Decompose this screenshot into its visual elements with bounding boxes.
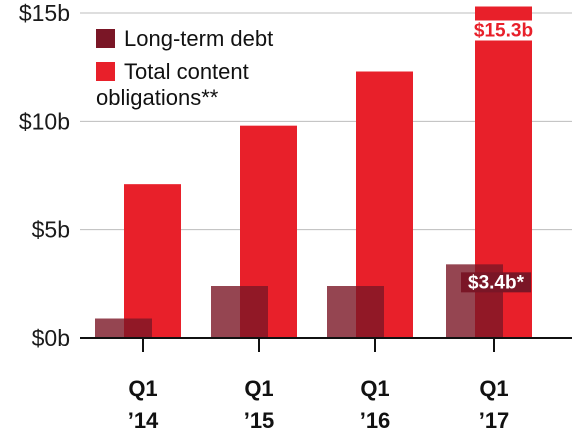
legend-swatch — [96, 29, 115, 48]
x-tick-label-line1: Q1 — [479, 376, 508, 401]
x-tick-label-line2: ’16 — [360, 408, 391, 433]
y-tick-label: $0b — [32, 325, 70, 351]
y-tick-label: $10b — [19, 108, 70, 134]
x-tick-label-line2: ’17 — [479, 408, 510, 433]
data-label-background — [461, 272, 531, 293]
data-label-text: $3.4b* — [468, 272, 525, 293]
x-tick-label-line1: Q1 — [244, 376, 273, 401]
legend-label-line2: obligations** — [96, 85, 219, 110]
legend-label-line1: Total content — [124, 59, 249, 84]
long-term-debt-bar — [327, 286, 384, 338]
y-tick-labels: $0b $5b $10b $15b — [19, 0, 70, 351]
content-obligations-bar — [124, 184, 181, 338]
y-tick-label: $15b — [19, 0, 70, 26]
data-label-background — [467, 20, 540, 41]
data-label: $15.3b — [467, 20, 540, 42]
legend-swatch — [96, 62, 115, 81]
legend-label: Long-term debt — [124, 26, 273, 51]
long-term-debt-bar — [95, 318, 152, 338]
x-tick-label-line2: ’15 — [244, 408, 275, 433]
data-label-text: $15.3b — [474, 21, 533, 42]
x-tick-labels: Q1 ’14 Q1 ’15 Q1 ’16 Q1 ’17 — [128, 376, 510, 433]
data-labels: $15.3b $3.4b* — [461, 20, 540, 293]
x-axis — [80, 337, 572, 352]
x-tick-label-line1: Q1 — [128, 376, 157, 401]
legend-item-long-term-debt: Long-term debt — [96, 26, 273, 51]
x-tick-label-line2: ’14 — [128, 408, 159, 433]
y-tick-label: $5b — [32, 217, 70, 243]
long-term-debt-bar — [211, 286, 268, 338]
data-label: $3.4b* — [461, 272, 531, 293]
x-tick-label-line1: Q1 — [360, 376, 389, 401]
